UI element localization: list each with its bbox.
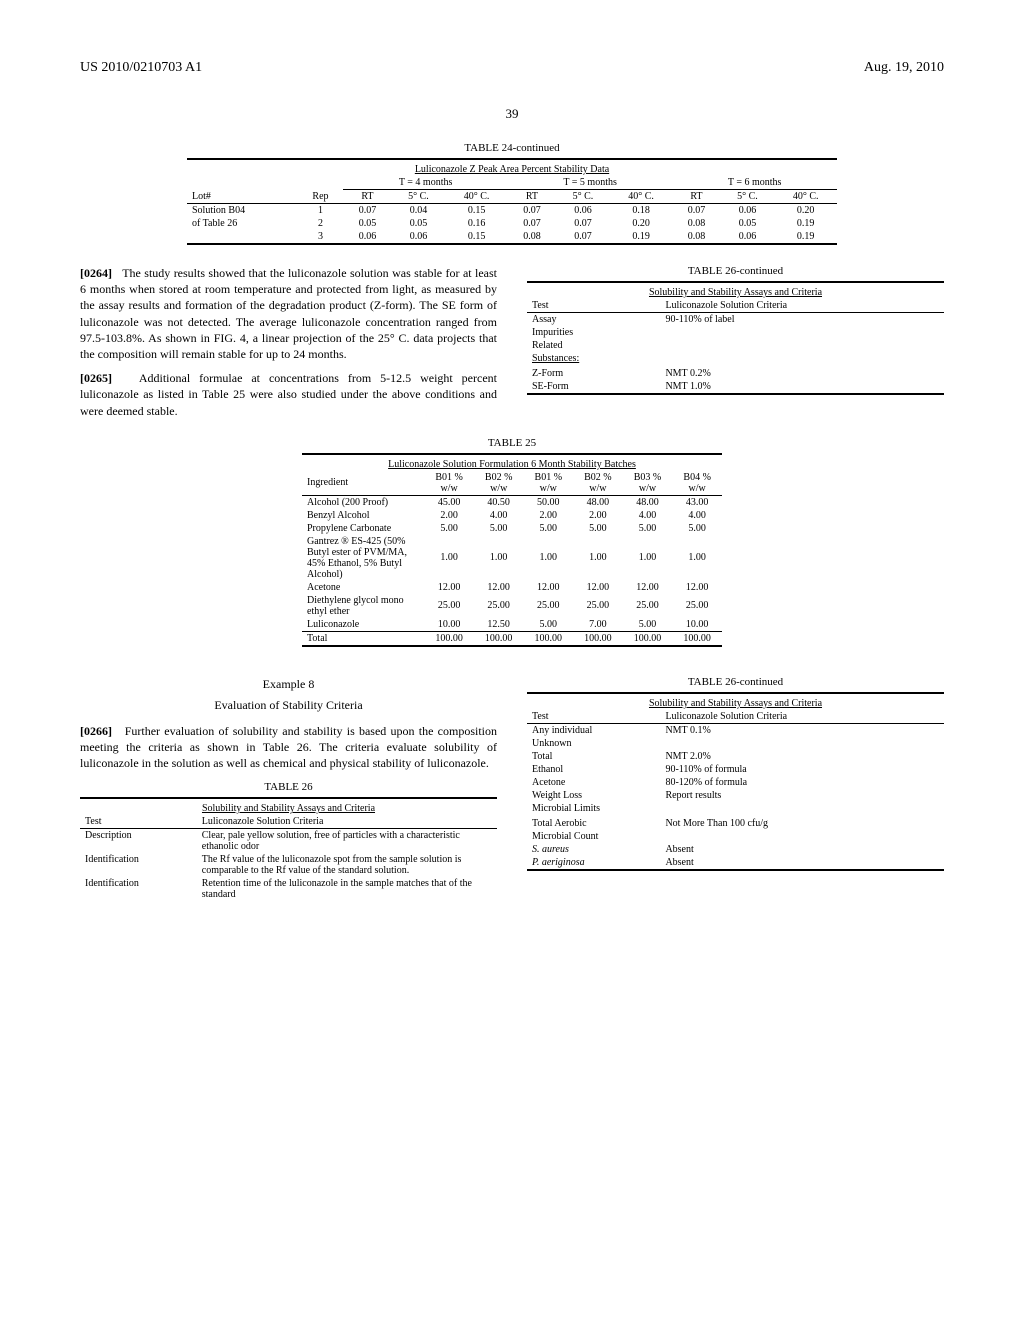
table-row: Propylene Carbonate5.005.005.005.005.005…: [302, 522, 722, 535]
table-25: Luliconazole Solution Formulation 6 Mont…: [302, 453, 722, 647]
table-row: Any individualNMT 0.1%: [527, 723, 944, 737]
table-26b: Solubility and Stability Assays and Crit…: [527, 281, 944, 395]
time-group: T = 4 months: [343, 176, 508, 190]
col-head: B01 % w/w: [523, 471, 573, 496]
table-row: Related: [527, 339, 944, 352]
paragraph-0265: [0265] Additional formulae at concentrat…: [80, 370, 497, 419]
table-25-container: TABLE 25 Luliconazole Solution Formulati…: [80, 437, 944, 647]
table-25-title: TABLE 25: [80, 437, 944, 449]
table-row: Luliconazole10.0012.505.007.005.0010.00: [302, 618, 722, 632]
table-row: of Table 2620.050.050.160.070.070.200.08…: [187, 217, 837, 230]
example-8-title: Example 8: [80, 677, 497, 692]
col-head: Lot#: [187, 190, 298, 204]
col-head: 40° C.: [445, 190, 508, 204]
table-row: TotalNMT 2.0%: [527, 750, 944, 763]
table-26c-title: TABLE 26-continued: [527, 676, 944, 688]
time-group: T = 5 months: [508, 176, 673, 190]
table-26c: Solubility and Stability Assays and Crit…: [527, 692, 944, 871]
col-head: B01 % w/w: [424, 471, 474, 496]
col-head: RT: [343, 190, 391, 204]
table-24-caption: Luliconazole Z Peak Area Percent Stabili…: [415, 164, 609, 175]
col-head: 5° C.: [556, 190, 610, 204]
publication-number: US 2010/0210703 A1: [80, 60, 202, 76]
table-row: SE-FormNMT 1.0%: [527, 380, 944, 394]
table-26b-title: TABLE 26-continued: [527, 265, 944, 277]
table-24-title: TABLE 24-continued: [80, 142, 944, 154]
table-row: Gantrez ® ES-425 (50% Butyl ester of PVM…: [302, 535, 722, 581]
col-head: 5° C.: [392, 190, 446, 204]
time-group: T = 6 months: [672, 176, 837, 190]
paragraph-0266: [0266] Further evaluation of solubility …: [80, 723, 497, 772]
table-row: Assay90-110% of label: [527, 313, 944, 327]
table-row: P. aeriginosaAbsent: [527, 856, 944, 870]
table-row: Microbial Limits: [527, 802, 944, 815]
table-row: Substances:: [527, 352, 944, 365]
col-head: 40° C.: [774, 190, 837, 204]
table-row: Z-FormNMT 0.2%: [527, 367, 944, 380]
col-head: B04 % w/w: [672, 471, 722, 496]
table-24-container: TABLE 24-continued Luliconazole Z Peak A…: [80, 142, 944, 245]
table-row: Total AerobicNot More Than 100 cfu/g: [527, 817, 944, 830]
table-26-title: TABLE 26: [80, 781, 497, 793]
table-row: Acetone80-120% of formula: [527, 776, 944, 789]
table-row: 30.060.060.150.080.070.190.080.060.19: [187, 230, 837, 244]
col-head: B02 % w/w: [573, 471, 623, 496]
table-row: IdentificationRetention time of the luli…: [80, 877, 497, 901]
table-row-total: Total100.00100.00100.00100.00100.00100.0…: [302, 631, 722, 646]
table-row: Ethanol90-110% of formula: [527, 763, 944, 776]
publication-date: Aug. 19, 2010: [864, 60, 944, 76]
col-head: Ingredient: [302, 471, 424, 496]
paragraph-0264: [0264] The study results showed that the…: [80, 265, 497, 362]
table-row: Unknown: [527, 737, 944, 750]
table-26: Solubility and Stability Assays and Crit…: [80, 797, 497, 901]
table-row: IdentificationThe Rf value of the lulico…: [80, 853, 497, 877]
table-row: DescriptionClear, pale yellow solution, …: [80, 829, 497, 854]
table-row: Impurities: [527, 326, 944, 339]
table-row: Solution B0410.070.040.150.070.060.180.0…: [187, 204, 837, 218]
example-8-subtitle: Evaluation of Stability Criteria: [80, 698, 497, 713]
col-head: B03 % w/w: [623, 471, 673, 496]
page-number: 39: [80, 106, 944, 122]
table-row: Weight LossReport results: [527, 789, 944, 802]
col-head: B02 % w/w: [474, 471, 524, 496]
col-head: 40° C.: [610, 190, 673, 204]
col-head: RT: [508, 190, 556, 204]
table-row: Microbial Count: [527, 830, 944, 843]
col-head: RT: [672, 190, 720, 204]
table-row: Acetone12.0012.0012.0012.0012.0012.00: [302, 581, 722, 594]
table-row: Alcohol (200 Proof)45.0040.5050.0048.004…: [302, 495, 722, 509]
table-row: Benzyl Alcohol2.004.002.002.004.004.00: [302, 509, 722, 522]
col-head: 5° C.: [721, 190, 775, 204]
table-24: Luliconazole Z Peak Area Percent Stabili…: [187, 158, 837, 245]
table-row: Diethylene glycol mono ethyl ether25.002…: [302, 594, 722, 618]
table-row: S. aureusAbsent: [527, 843, 944, 856]
col-head: Rep: [298, 190, 344, 204]
